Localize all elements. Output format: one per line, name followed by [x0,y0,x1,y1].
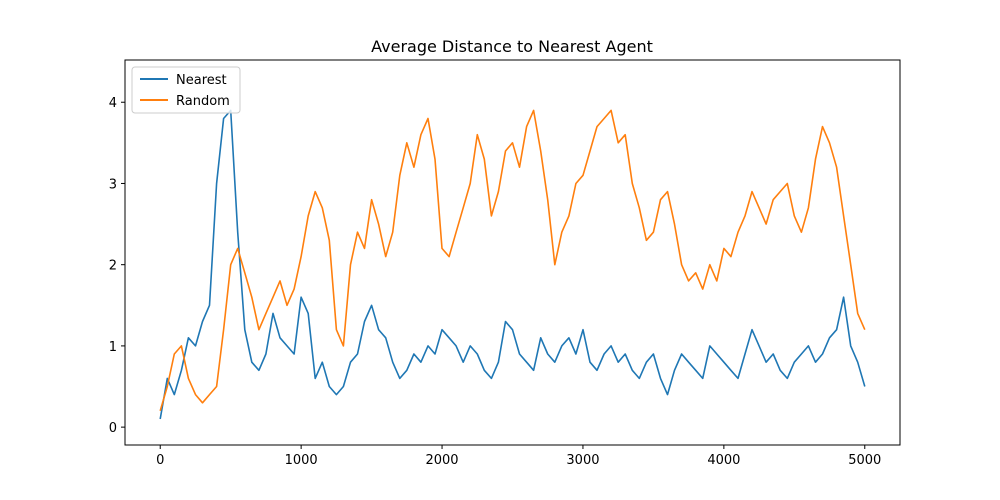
x-tick-label: 2000 [425,453,458,468]
x-axis: 0 1000 2000 3000 4000 5000 [156,445,881,468]
x-tick-label: 0 [156,453,164,468]
chart-title: Average Distance to Nearest Agent [371,37,653,56]
legend-label-random: Random [176,94,230,109]
x-tick-label: 5000 [848,453,881,468]
series-line-random [159,109,866,412]
x-tick-label: 1000 [285,453,318,468]
y-tick-label: 0 [109,421,117,436]
x-tick-label: 3000 [566,453,599,468]
y-tick-label: 1 [109,340,117,355]
plot-area [159,109,866,420]
series-line-nearest [159,109,866,420]
legend-label-nearest: Nearest [176,73,227,88]
y-tick-label: 2 [109,259,117,274]
y-tick-label: 4 [109,96,117,111]
y-axis: 0 1 2 3 4 [109,96,125,436]
x-tick-label: 4000 [707,453,740,468]
legend: Nearest Random [131,66,241,114]
y-tick-label: 3 [109,177,117,192]
axes-frame [124,59,901,446]
